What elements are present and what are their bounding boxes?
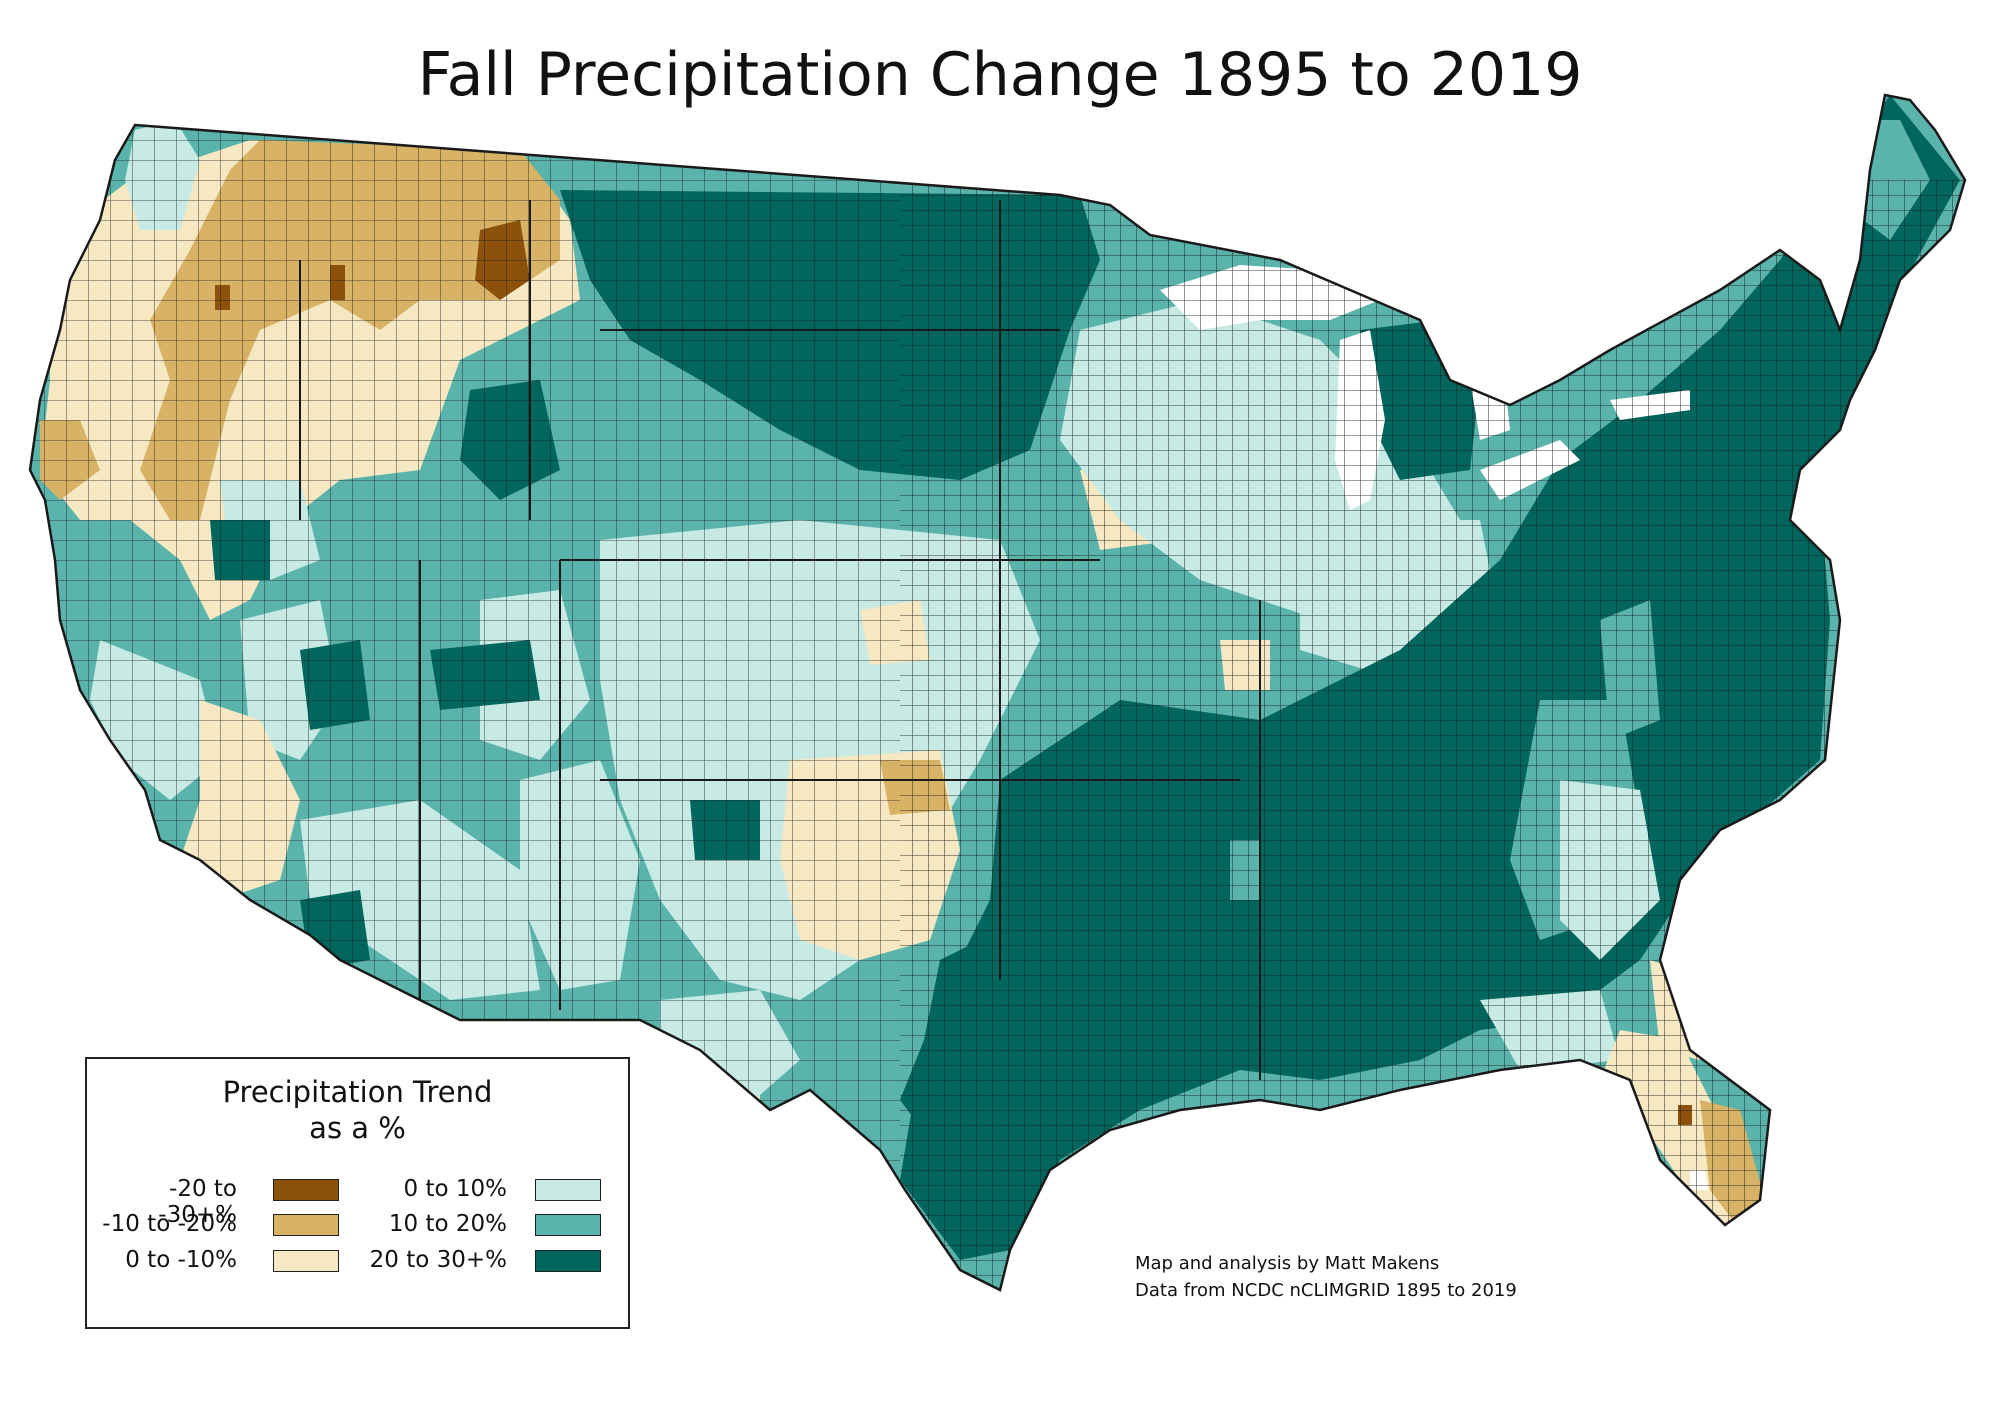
legend-title-line2: as a % <box>309 1111 406 1145</box>
us-outline <box>28 93 1967 1292</box>
legend-label-strong-decrease: -20 to -30+% <box>158 1176 237 1228</box>
map-title: Fall Precipitation Change 1895 to 2019 <box>417 40 1583 110</box>
legend-label-moderate-decrease: -10 to -20% <box>102 1211 237 1237</box>
legend-label-strong-increase: 20 to 30+% <box>369 1247 507 1273</box>
legend-swatch-strong-increase <box>535 1250 601 1272</box>
legend-swatch-moderate-increase <box>535 1214 601 1236</box>
legend-title-line1: Precipitation Trend <box>222 1075 493 1109</box>
credit-data-source: Data from NCDC nCLIMGRID 1895 to 2019 <box>1135 1280 1517 1301</box>
county-boundaries-east <box>900 180 1965 1290</box>
state-lines <box>299 200 1261 1080</box>
credit-author: Map and analysis by Matt Makens <box>1135 1253 1440 1274</box>
legend: Precipitation Trend as a % -20 to -30+% … <box>85 1057 630 1329</box>
legend-swatch-slight-decrease <box>273 1250 339 1272</box>
legend-swatch-strong-decrease <box>273 1179 339 1201</box>
legend-label-moderate-increase: 10 to 20% <box>388 1211 507 1237</box>
legend-swatch-slight-increase <box>535 1179 601 1201</box>
legend-swatch-moderate-decrease <box>273 1214 339 1236</box>
legend-label-slight-increase: 0 to 10% <box>403 1176 507 1202</box>
legend-label-slight-decrease: 0 to -10% <box>125 1247 237 1273</box>
